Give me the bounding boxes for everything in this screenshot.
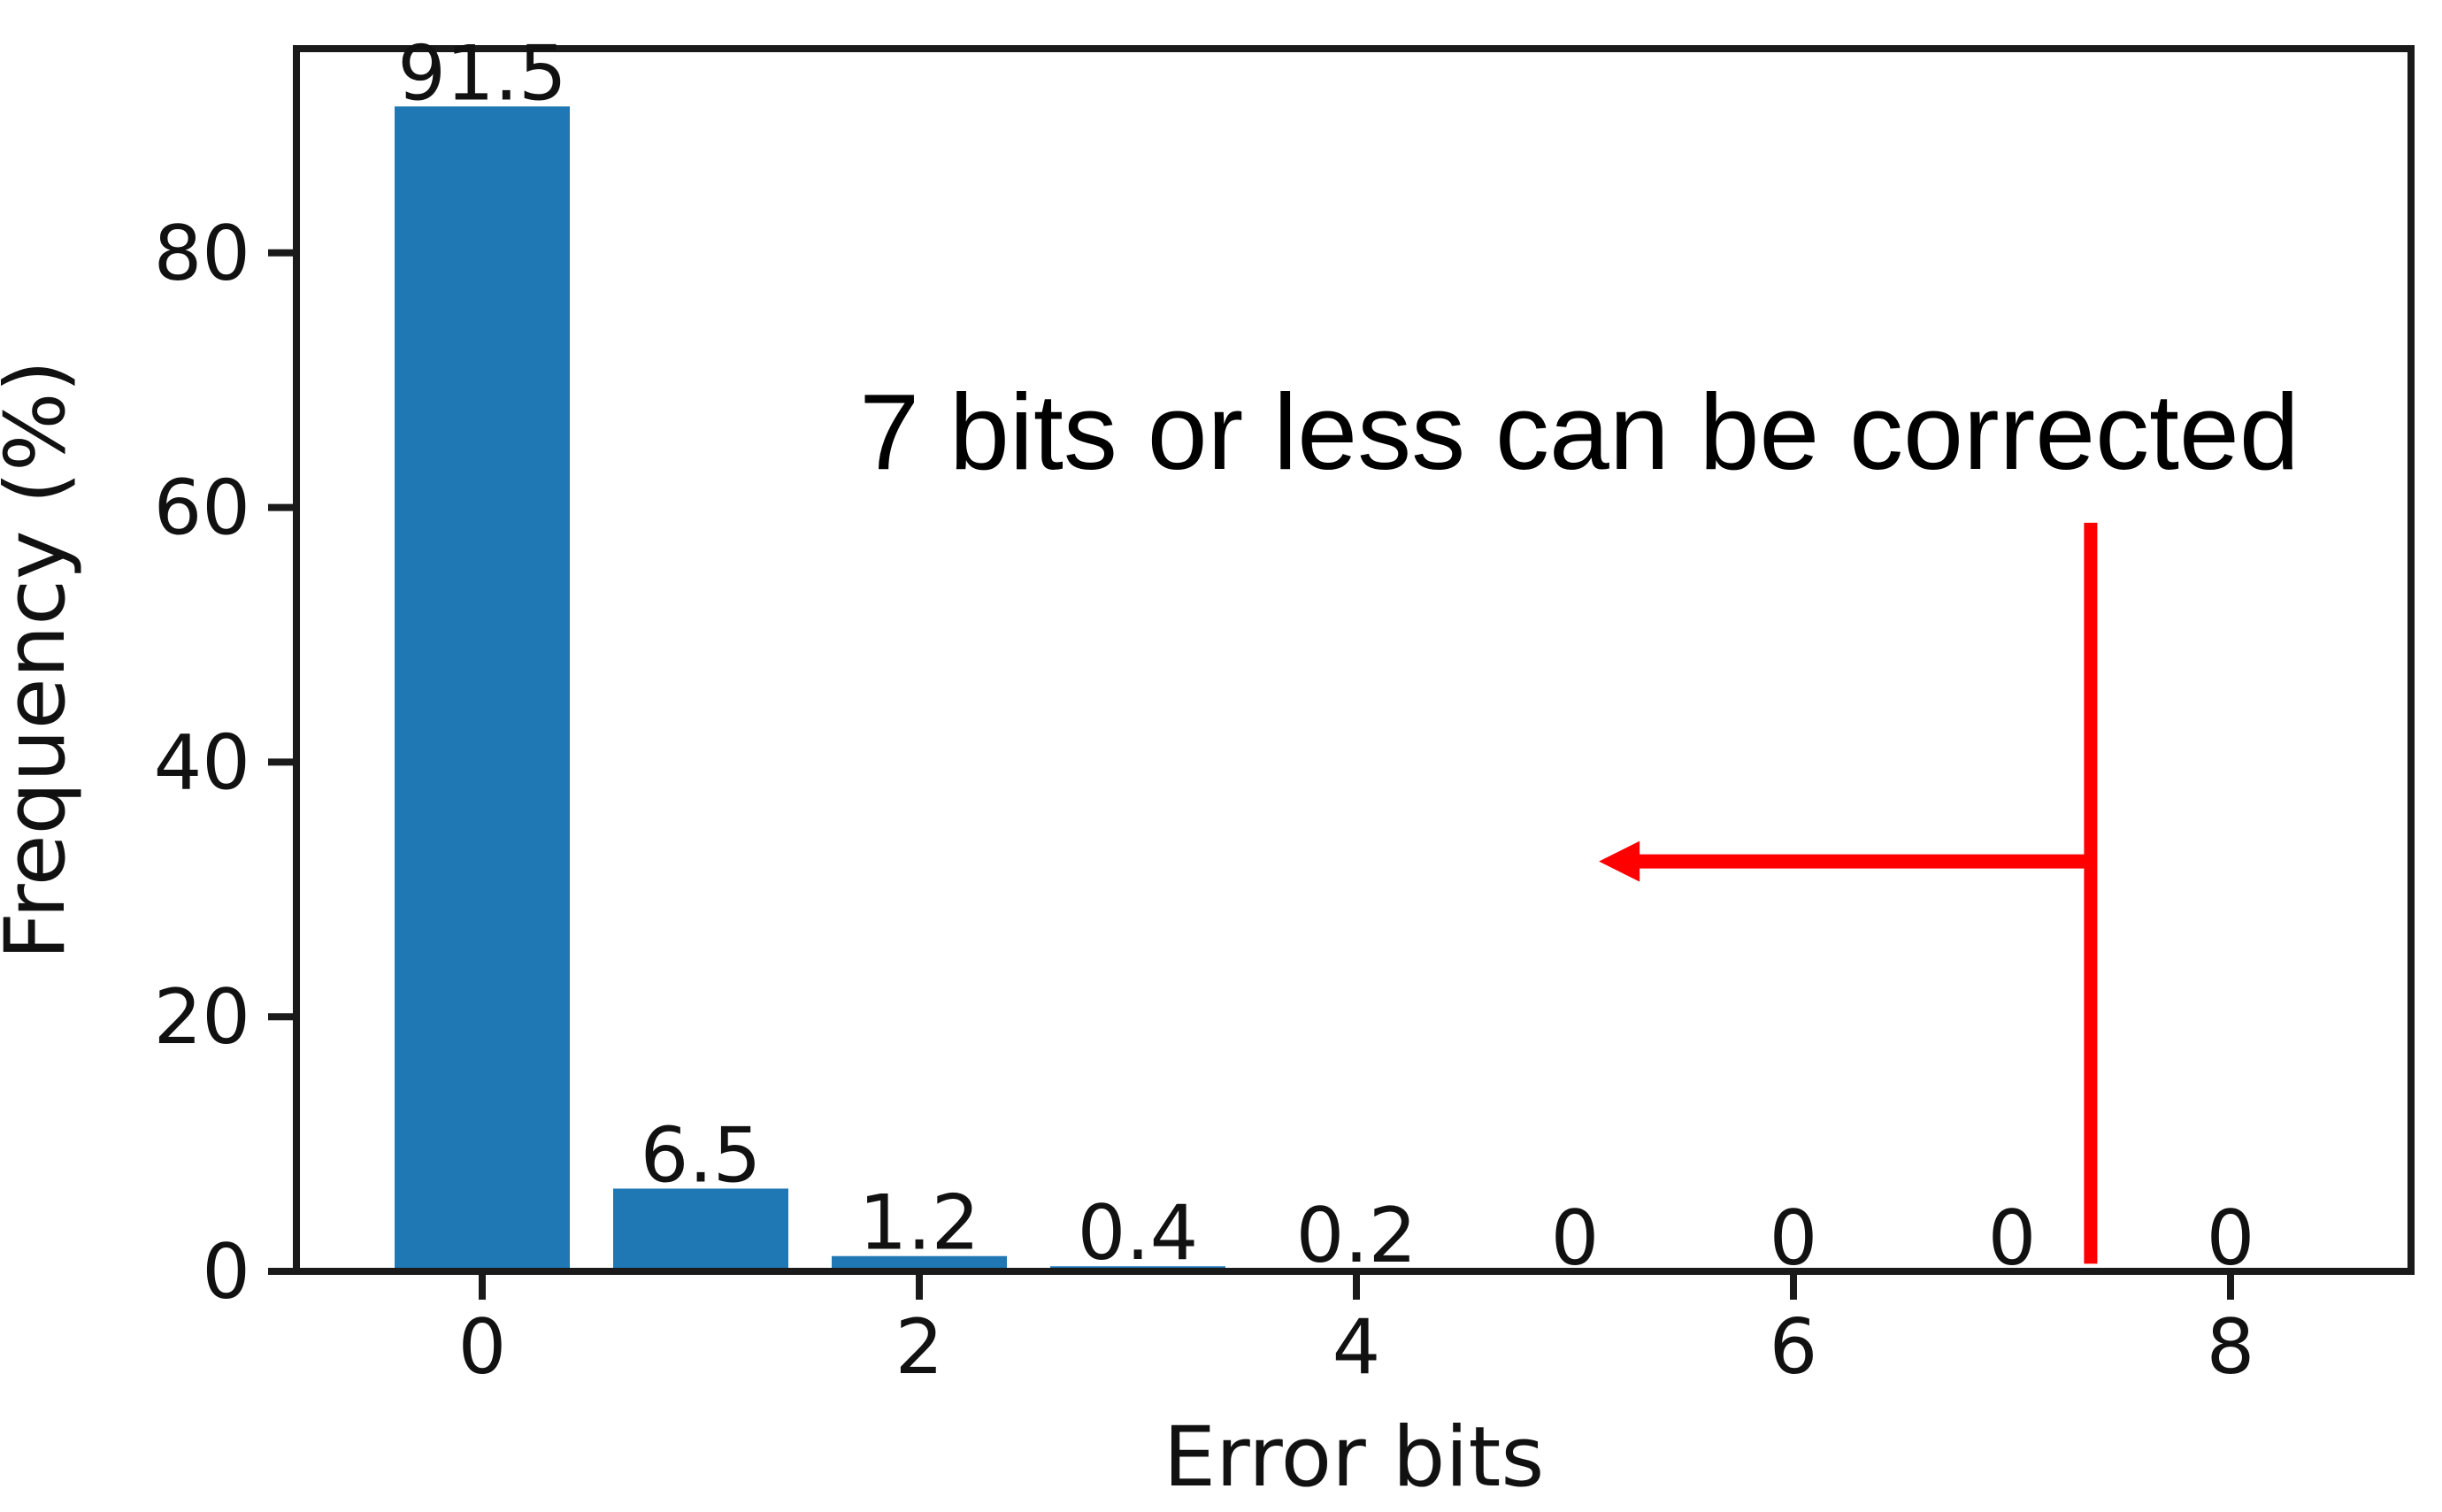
y-tick-label: 40 [154, 718, 250, 807]
bar [613, 1188, 788, 1271]
x-tick-label: 2 [895, 1303, 944, 1392]
bar-value-label: 91.5 [397, 29, 566, 118]
bar-value-labels: 91.5 6.5 1.2 0.4 0.2 0 0 0 0 [397, 29, 2254, 1283]
threshold-annotation-marks [1599, 522, 2098, 1264]
y-tick-label: 0 [202, 1228, 250, 1316]
x-tick-label: 6 [1770, 1303, 1818, 1392]
bar-value-label: 1.2 [859, 1179, 980, 1268]
arrow-head [1599, 840, 1640, 882]
x-tick-label: 4 [1332, 1303, 1381, 1392]
y-tick-label: 20 [154, 973, 250, 1062]
x-tick-label: 0 [458, 1303, 507, 1392]
y-tick-label: 60 [154, 464, 250, 553]
bar-value-label: 0 [1988, 1194, 2037, 1283]
bar [395, 106, 570, 1272]
y-tick-label: 80 [154, 210, 250, 298]
threshold-line [2084, 522, 2098, 1264]
bar-value-label: 0 [2207, 1194, 2255, 1283]
bar-value-label: 0.2 [1296, 1192, 1417, 1280]
annotation-text: 7 bits or less can be corrected [859, 372, 2299, 492]
x-axis-label: Error bits [1163, 1409, 1545, 1506]
bar-value-label: 0 [1551, 1194, 1600, 1283]
bars [395, 106, 1444, 1272]
x-tick-label: 8 [2207, 1303, 2255, 1392]
bar-value-label: 6.5 [641, 1111, 762, 1200]
bar-value-label: 0.4 [1078, 1189, 1199, 1278]
bar [832, 1255, 1007, 1271]
arrow-shaft [1638, 854, 2097, 869]
y-axis-label: Frequency (%) [0, 360, 84, 960]
bar-value-label: 0 [1770, 1194, 1818, 1283]
